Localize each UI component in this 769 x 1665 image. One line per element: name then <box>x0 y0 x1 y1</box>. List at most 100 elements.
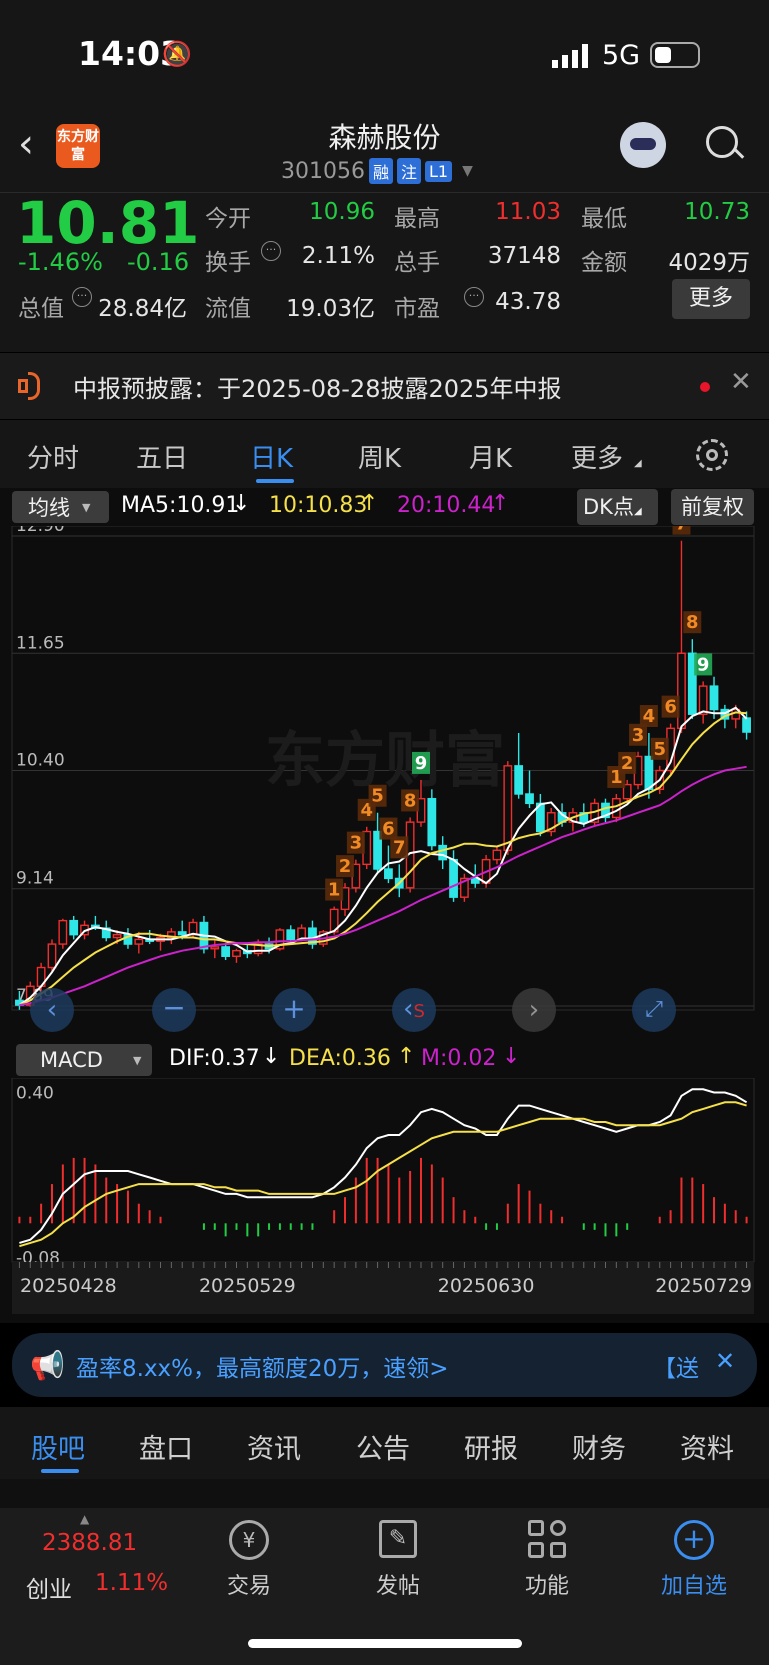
robot-assistant-icon[interactable] <box>620 122 666 168</box>
tab-daily-k[interactable]: 日K <box>250 444 294 474</box>
bottom-toolbar: ▲ 2388.81 创业 1.11% ¥ 交易 ✎ 发帖 功能 + 加自选 <box>0 1508 769 1665</box>
tab-five-day[interactable]: 五日 <box>136 444 189 474</box>
subtab-profile[interactable]: 资料 <box>680 1434 734 1465</box>
back-icon[interactable]: ‹ <box>18 121 34 167</box>
arrow-up-icon: ↑ <box>360 491 379 516</box>
arrow-down-icon: ↓ <box>502 1044 521 1069</box>
period-tabs: 分时 五日 日K 周K 月K 更多 ◢ <box>0 420 769 488</box>
scroll-right-button[interactable]: › <box>512 988 556 1032</box>
zoom-in-button[interactable]: + <box>272 988 316 1032</box>
index-value: 2388.81 <box>42 1530 138 1556</box>
subtab-news[interactable]: 资讯 <box>247 1434 301 1465</box>
stat-pe-value: 43.78 <box>495 289 561 315</box>
close-icon[interactable]: ✕ <box>730 367 752 397</box>
td-marker: 7 <box>393 837 406 858</box>
macd-y-tick: 0.40 <box>16 1084 54 1104</box>
td-marker: 3 <box>632 725 645 746</box>
more-stats-button[interactable]: 更多 <box>672 279 750 319</box>
stock-header: ‹ 东方财富 森赫股份 301056 融 注 L1 ▼ <box>0 110 769 192</box>
notice-bar[interactable]: 中报预披露：于2025-08-28披露2025年中报 ✕ <box>0 353 769 419</box>
ma20-label: 20:10.44 <box>397 493 496 518</box>
functions-button[interactable]: 功能 <box>487 1508 607 1600</box>
td-marker: 9 <box>415 753 428 774</box>
dif-line <box>19 1088 748 1244</box>
kline-chart[interactable]: 12.9011.6510.409.147.89东方财富1234567891234… <box>0 526 769 1031</box>
scroll-left-button[interactable]: ‹ <box>30 988 74 1032</box>
megaphone-icon: 📢 <box>30 1349 65 1382</box>
td-marker: 7 <box>675 526 688 535</box>
stat-low-value: 10.73 <box>684 199 750 225</box>
arrow-down-icon: ↓ <box>262 1044 281 1069</box>
candle-body <box>373 830 382 870</box>
dk-point-button[interactable]: DK点◢ <box>577 489 658 525</box>
td-marker-bg <box>368 784 387 807</box>
ma-line-10 <box>19 711 747 1007</box>
scroll-back-s-button[interactable]: ‹S <box>392 988 436 1032</box>
candle-body <box>622 783 632 800</box>
fullscreen-icon[interactable]: ⤢ <box>632 988 676 1032</box>
stat-float-cap-label: 流值 <box>205 296 251 322</box>
add-circle-icon: + <box>674 1520 714 1560</box>
td-marker-bg <box>650 737 669 760</box>
candle-body <box>525 793 534 805</box>
subtab-research[interactable]: 研报 <box>464 1434 518 1465</box>
info-icon[interactable]: ··· <box>261 241 281 261</box>
arrow-up-icon: ↑ <box>397 1044 416 1069</box>
active-subtab-indicator <box>41 1469 79 1473</box>
stat-float-cap-value: 19.03亿 <box>286 296 375 322</box>
stat-open-label: 今开 <box>205 206 251 232</box>
x-tick-label: 20250729 <box>655 1275 752 1297</box>
add-watchlist-button[interactable]: + 加自选 <box>634 1508 754 1600</box>
ma-line-20 <box>19 765 747 1007</box>
change-amount: -0.16 <box>127 248 190 276</box>
td-marker: 1 <box>328 880 341 901</box>
settings-gear-icon[interactable] <box>696 439 728 471</box>
battery-icon <box>650 42 700 68</box>
dea-line <box>19 1101 747 1248</box>
info-icon[interactable]: ··· <box>72 287 92 307</box>
mute-bell-icon: 🔕 <box>162 40 192 68</box>
macd-select[interactable]: MACD ▼ <box>16 1044 152 1076</box>
grid-icon <box>528 1520 566 1558</box>
adjust-button[interactable]: 前复权 <box>671 489 754 525</box>
promo-tail: 【送 <box>653 1356 699 1382</box>
indicator-select[interactable]: 均线 ▼ <box>12 491 109 523</box>
subtab-financials[interactable]: 财务 <box>572 1434 626 1465</box>
post-label: 发帖 <box>375 1574 420 1599</box>
tab-intraday[interactable]: 分时 <box>27 444 80 474</box>
subtab-announcements[interactable]: 公告 <box>356 1434 410 1465</box>
watermark: 东方财富 <box>265 726 505 796</box>
td-marker: 5 <box>371 786 384 807</box>
trade-button[interactable]: ¥ 交易 <box>189 1508 309 1600</box>
tab-monthly-k[interactable]: 月K <box>469 444 513 474</box>
td-marker: 5 <box>653 739 666 760</box>
zoom-out-button[interactable]: − <box>152 988 196 1032</box>
x-tick-label: 20250529 <box>199 1275 296 1297</box>
td-marker-bg <box>683 611 702 634</box>
y-tick-label: 10.40 <box>16 751 65 771</box>
post-button[interactable]: ✎ 发帖 <box>338 1508 458 1600</box>
stat-total-cap-value: 28.84亿 <box>98 296 187 322</box>
content-peek <box>0 1479 769 1508</box>
stock-code-row[interactable]: 301056 融 注 L1 ▼ <box>281 158 473 184</box>
index-name: 创业 <box>26 1577 72 1603</box>
subtab-orderbook[interactable]: 盘口 <box>139 1434 193 1465</box>
candle-body <box>177 931 187 936</box>
tab-weekly-k[interactable]: 周K <box>358 444 402 474</box>
info-icon[interactable]: ··· <box>464 287 484 307</box>
tab-more[interactable]: 更多 <box>571 444 624 474</box>
x-tick-label: 20250630 <box>438 1275 535 1297</box>
stock-code: 301056 <box>281 158 365 184</box>
td-marker: 4 <box>643 706 656 727</box>
candle-body <box>438 844 448 861</box>
stat-volume-label: 总手 <box>394 250 440 276</box>
candle-body <box>221 946 231 957</box>
speaker-icon <box>18 371 52 401</box>
close-icon[interactable]: ✕ <box>715 1347 736 1375</box>
search-icon[interactable] <box>706 126 745 164</box>
subtab-forum[interactable]: 股吧 <box>31 1434 85 1465</box>
tag-level: L1 <box>425 160 453 182</box>
promo-banner[interactable]: 📢 盈率8.xx%，最高额度20万，速领> 【送 ✕ <box>12 1333 757 1397</box>
stat-turnover-value: 2.11% <box>301 243 375 269</box>
